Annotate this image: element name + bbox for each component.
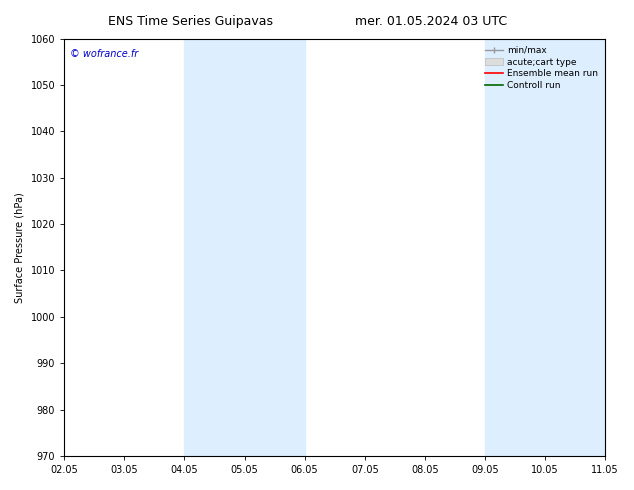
Y-axis label: Surface Pressure (hPa): Surface Pressure (hPa)	[15, 192, 25, 303]
Legend: min/max, acute;cart type, Ensemble mean run, Controll run: min/max, acute;cart type, Ensemble mean …	[482, 43, 600, 93]
Text: mer. 01.05.2024 03 UTC: mer. 01.05.2024 03 UTC	[355, 15, 507, 28]
Bar	[184, 39, 305, 456]
Text: ENS Time Series Guipavas: ENS Time Series Guipavas	[108, 15, 273, 28]
Text: © wofrance.fr: © wofrance.fr	[70, 49, 138, 59]
Bar	[485, 39, 605, 456]
